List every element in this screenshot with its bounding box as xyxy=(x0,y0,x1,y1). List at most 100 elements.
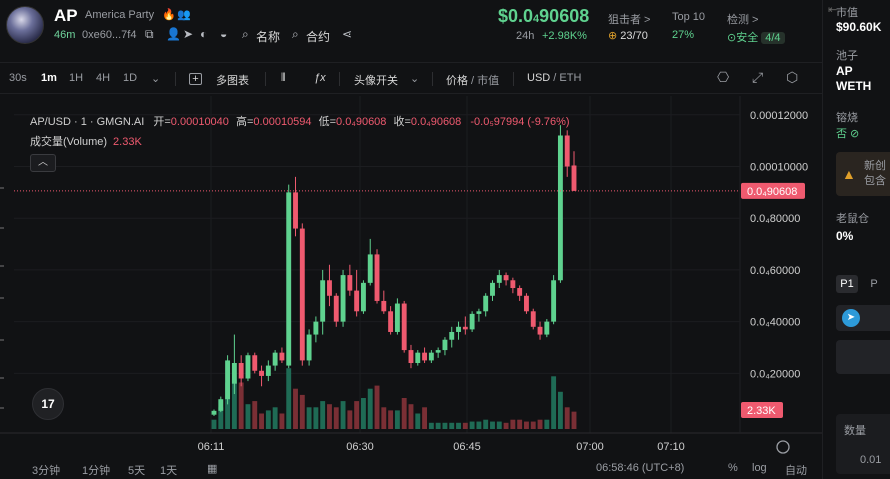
search-contract-link[interactable]: 合约 xyxy=(306,30,331,44)
volume-bar xyxy=(265,410,271,429)
volume-bar xyxy=(544,419,550,429)
copy-icon[interactable]: ⧉ xyxy=(145,27,154,41)
quick-buy-area[interactable] xyxy=(836,340,890,374)
chart-toolbar: 30s 1m 1H 4H 1D ⌄ + 多图表 ⫴ ƒx 头像开关 ⌄ 价格 /… xyxy=(0,62,822,94)
avatar-toggle[interactable]: 头像开关 xyxy=(354,75,398,87)
candle-type-icon[interactable]: ⫴ xyxy=(281,72,286,84)
candle-body xyxy=(272,352,278,366)
candle-body xyxy=(313,321,319,335)
chevron-down-icon[interactable]: ⌄ xyxy=(151,73,161,85)
axis-settings-icon[interactable] xyxy=(776,440,790,454)
interval-30s[interactable]: 30s xyxy=(9,72,27,84)
tradingview-logo[interactable]: 17 xyxy=(32,388,64,420)
change-value: -0.0₅97994 (-9.76%) xyxy=(470,116,570,128)
volume-bar xyxy=(517,419,523,429)
telegram-buy-button[interactable]: ➤ xyxy=(836,305,890,331)
chart-link-icon[interactable]: ◐ xyxy=(200,27,208,41)
indicator-icon[interactable]: ƒx xyxy=(314,72,326,84)
range-5d[interactable]: 5天 xyxy=(128,465,146,477)
chevron-down-icon[interactable]: ⌄ xyxy=(410,73,420,85)
candle-body xyxy=(476,311,482,314)
candle-body xyxy=(286,192,292,366)
range-1d[interactable]: 1天 xyxy=(160,465,178,477)
candle-body xyxy=(320,280,326,322)
add-chart-icon[interactable]: + xyxy=(189,73,202,85)
pool-label: 池子 xyxy=(836,50,858,62)
range-1min[interactable]: 1分钟 xyxy=(82,465,111,477)
multi-chart-button[interactable]: 多图表 xyxy=(216,75,249,87)
globe-icon[interactable]: ◒ xyxy=(220,27,228,41)
telegram-icon[interactable]: ➤ xyxy=(183,27,194,41)
y-axis-tick-label: 0.00012000 xyxy=(750,110,808,122)
audit-badge: 4/4 xyxy=(761,32,785,44)
calendar-icon[interactable]: ▦ xyxy=(207,463,218,475)
candle-body xyxy=(245,355,251,379)
volume-bar xyxy=(299,394,305,429)
preset-p2-tab[interactable]: P xyxy=(870,278,878,290)
candle-body xyxy=(435,350,441,353)
interval-1d[interactable]: 1D xyxy=(123,72,138,84)
interval-4h[interactable]: 4H xyxy=(96,72,111,84)
audit-label[interactable]: 检测 > xyxy=(727,14,759,26)
volume-bar xyxy=(252,401,258,429)
currency-toggle[interactable]: USD / ETH xyxy=(527,72,582,84)
toolbar-divider xyxy=(432,72,433,86)
fullscreen-icon[interactable]: ⤢ xyxy=(752,69,764,85)
quantity-box: 数量 0.01 xyxy=(836,414,890,474)
interval-1m[interactable]: 1m xyxy=(41,72,57,84)
pool-token: AP xyxy=(836,64,853,78)
range-3min[interactable]: 3分钟 xyxy=(32,465,61,477)
candle-body xyxy=(299,228,305,361)
camera-icon[interactable]: ⎔ xyxy=(717,69,730,85)
volume-bar xyxy=(496,421,502,429)
candle-body xyxy=(530,311,536,327)
volume-bar xyxy=(524,421,529,429)
candle-body xyxy=(374,254,380,301)
volume-bar xyxy=(306,407,312,429)
preset-p1-tab[interactable]: P1 xyxy=(836,275,858,293)
volume-bar xyxy=(238,382,244,429)
current-volume-label: 2.33K xyxy=(747,405,776,417)
volume-bar xyxy=(279,413,285,429)
search-name-link[interactable]: 名称 xyxy=(256,30,281,44)
collapse-legend-button[interactable]: ︿ xyxy=(30,154,56,172)
candle-body xyxy=(544,321,550,335)
search-icon[interactable]: ⌕ xyxy=(292,27,299,41)
y-axis-tick-label: 0.0₄60000 xyxy=(750,265,800,277)
volume-bar xyxy=(211,419,217,429)
candle-body xyxy=(327,280,332,296)
user-icon[interactable]: 👤 xyxy=(166,27,181,41)
contract-address[interactable]: 0xe60...7f4 xyxy=(82,29,137,41)
settings-icon[interactable]: ⬡ xyxy=(786,69,799,85)
price-chart[interactable]: 06:11 06:30 06:45 07:00 07:10 0.00012000 0.000… xyxy=(0,96,822,462)
volume-value: 2.33K xyxy=(113,136,142,148)
search-icon[interactable]: ⌕ xyxy=(242,27,249,41)
log-toggle[interactable]: log xyxy=(752,462,767,474)
price-toggle[interactable]: 价格 / 市值 xyxy=(446,75,500,87)
collapse-panel-icon[interactable]: ⇤ xyxy=(828,4,838,16)
candle-body xyxy=(354,290,360,312)
percent-toggle[interactable]: % xyxy=(728,462,738,474)
candle-body xyxy=(551,280,557,322)
candle-body xyxy=(333,295,339,322)
candle-body xyxy=(211,410,217,415)
interval-1h[interactable]: 1H xyxy=(69,72,84,84)
auto-toggle[interactable]: 自动 xyxy=(785,465,807,477)
candle-body xyxy=(218,399,224,411)
volume-bar xyxy=(367,388,373,429)
snipers-label[interactable]: 狙击者 > xyxy=(608,14,651,26)
candle-body xyxy=(462,326,468,330)
token-price: $0.0490608 xyxy=(498,6,590,26)
candle-body xyxy=(490,282,495,296)
volume-bar xyxy=(381,407,387,429)
telegram-icon: ➤ xyxy=(842,309,860,327)
token-avatar[interactable] xyxy=(6,6,44,44)
toolbar-divider xyxy=(265,72,266,86)
volume-bar xyxy=(442,422,448,429)
volume-bar xyxy=(564,407,570,429)
volume-bar xyxy=(469,421,475,429)
quantity-value[interactable]: 0.01 xyxy=(860,454,882,466)
volume-bar xyxy=(225,382,231,429)
share-icon[interactable]: ⋖ xyxy=(342,27,353,41)
close-label: 收= xyxy=(393,116,411,128)
